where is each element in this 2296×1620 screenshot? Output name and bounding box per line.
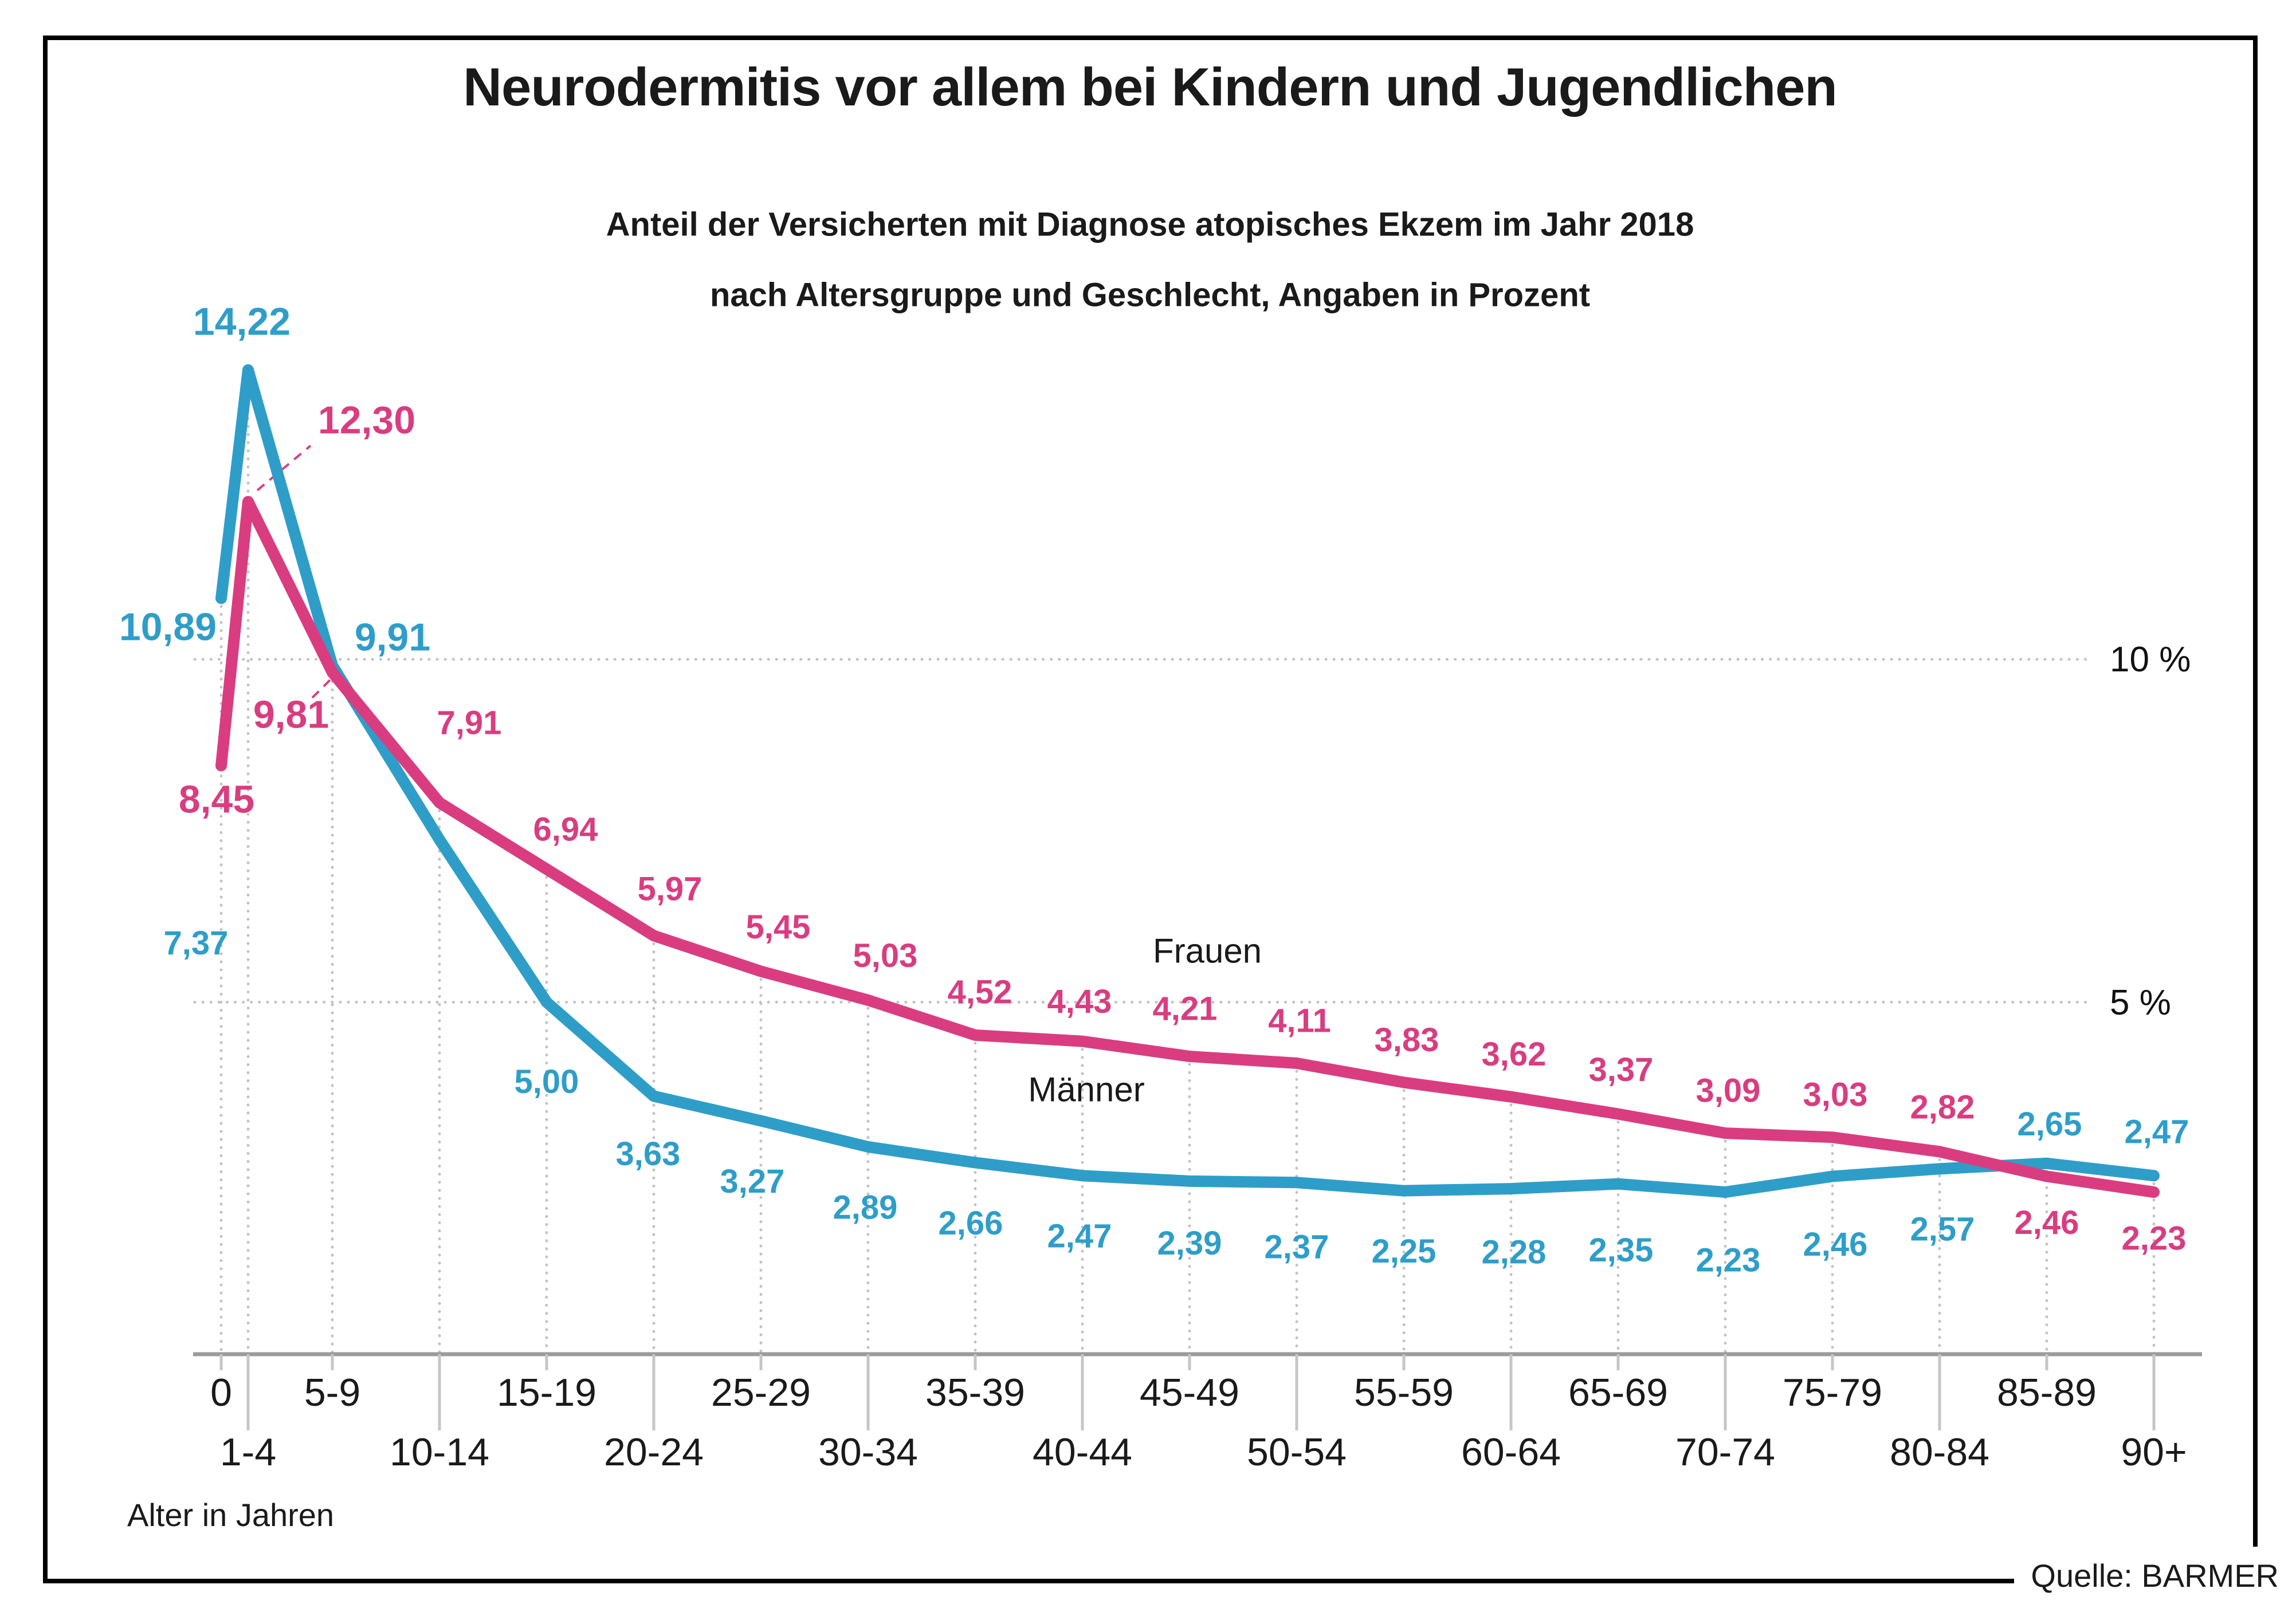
value-label-frauen-10-14: 7,91 <box>437 704 502 741</box>
value-label-maenner-75-79: 2,46 <box>1803 1226 1868 1263</box>
x-category-label-5-9: 5-9 <box>304 1371 360 1414</box>
value-label-maenner-5-9: 9,91 <box>355 616 430 659</box>
leader-line-1 <box>311 679 331 699</box>
x-category-label-45-49: 45-49 <box>1140 1371 1239 1414</box>
series-label-maenner: Männer <box>1028 1070 1145 1109</box>
series-line-maenner <box>215 364 2160 1198</box>
value-label-maenner-20-24: 3,63 <box>616 1135 681 1173</box>
value-label-frauen-15-19: 6,94 <box>533 811 598 848</box>
value-label-maenner-25-29: 3,27 <box>720 1163 785 1200</box>
value-label-maenner-45-49: 2,39 <box>1157 1225 1222 1262</box>
value-label-frauen-1-4: 12,30 <box>318 398 415 442</box>
x-category-label-50-54: 50-54 <box>1247 1430 1347 1474</box>
subtitle-line-2: nach Altersgruppe und Geschlecht, Angabe… <box>709 276 1591 314</box>
value-label-frauen-80-84: 2,82 <box>1910 1089 1975 1126</box>
x-category-label-85-89: 85-89 <box>1997 1371 2097 1414</box>
y-gridline-label-10: 10 % <box>2110 640 2191 679</box>
value-label-frauen-30-34: 5,03 <box>853 937 918 974</box>
value-label-frauen-35-39: 4,52 <box>948 973 1012 1010</box>
value-label-maenner-85-89: 2,65 <box>2018 1106 2082 1143</box>
x-category-label-75-79: 75-79 <box>1783 1371 1882 1414</box>
value-label-frauen-75-79: 3,03 <box>1803 1076 1868 1114</box>
value-label-frauen-90+: 2,23 <box>2122 1220 2187 1257</box>
source-label: Quelle: BARMER <box>2031 1558 2279 1594</box>
page-title: Neurodermitis vor allem bei Kindern und … <box>463 57 1838 117</box>
x-axis-title: Alter in Jahren <box>127 1497 335 1533</box>
x-category-label-10-14: 10-14 <box>390 1430 489 1474</box>
value-label-frauen-45-49: 4,21 <box>1153 990 1218 1027</box>
value-label-maenner-0: 10,89 <box>119 605 217 648</box>
value-label-maenner-1-4: 14,22 <box>193 300 291 344</box>
frame-border <box>43 36 2258 1583</box>
x-category-label-15-19: 15-19 <box>497 1371 596 1414</box>
value-label-maenner-30-34: 2,89 <box>833 1189 898 1226</box>
series-line-frauen <box>215 496 2160 1198</box>
x-category-label-55-59: 55-59 <box>1354 1371 1454 1414</box>
value-label-frauen-20-24: 5,97 <box>638 871 702 908</box>
value-label-maenner-90+: 2,47 <box>2125 1114 2189 1151</box>
value-label-frauen-70-74: 3,09 <box>1696 1072 1761 1109</box>
value-label-maenner-80-84: 2,57 <box>1910 1211 1975 1248</box>
x-category-label-25-29: 25-29 <box>711 1371 811 1414</box>
value-label-frauen-0: 8,45 <box>179 777 254 821</box>
value-label-frauen-65-69: 3,37 <box>1589 1051 1654 1088</box>
x-category-label-0: 0 <box>210 1371 232 1414</box>
x-category-label-35-39: 35-39 <box>925 1371 1025 1414</box>
x-category-label-60-64: 60-64 <box>1461 1430 1561 1474</box>
value-label-maenner-70-74: 2,23 <box>1696 1241 1761 1279</box>
x-category-label-40-44: 40-44 <box>1033 1430 1132 1474</box>
value-label-maenner-55-59: 2,25 <box>1372 1233 1437 1270</box>
x-category-label-1-4: 1-4 <box>220 1430 276 1474</box>
value-label-maenner-50-54: 2,37 <box>1265 1229 1329 1266</box>
y-gridline-label-5: 5 % <box>2110 983 2171 1023</box>
x-category-label-65-69: 65-69 <box>1568 1371 1668 1414</box>
value-label-maenner-10-14: 7,37 <box>164 925 229 962</box>
x-category-label-20-24: 20-24 <box>604 1430 704 1474</box>
value-label-frauen-25-29: 5,45 <box>746 909 811 946</box>
value-label-frauen-55-59: 3,83 <box>1375 1021 1439 1059</box>
series-label-frauen: Frauen <box>1152 931 1262 970</box>
value-label-frauen-40-44: 4,43 <box>1047 983 1112 1020</box>
leader-line-0 <box>256 445 312 491</box>
value-label-frauen-85-89: 2,46 <box>2015 1204 2079 1241</box>
value-label-maenner-35-39: 2,66 <box>939 1205 1003 1242</box>
value-label-frauen-50-54: 4,11 <box>1268 1002 1331 1039</box>
x-category-label-80-84: 80-84 <box>1890 1430 1989 1474</box>
subtitle-line-1: Anteil der Versicherten mit Diagnose ato… <box>606 206 1694 243</box>
x-category-label-30-34: 30-34 <box>818 1430 918 1474</box>
value-label-frauen-5-9: 9,81 <box>253 693 329 737</box>
value-label-maenner-40-44: 2,47 <box>1047 1218 1112 1255</box>
value-label-maenner-65-69: 2,35 <box>1589 1232 1654 1269</box>
x-category-label-90+: 90+ <box>2121 1430 2187 1474</box>
value-label-frauen-60-64: 3,62 <box>1482 1036 1547 1073</box>
value-label-maenner-15-19: 5,00 <box>515 1063 579 1100</box>
x-category-label-70-74: 70-74 <box>1675 1430 1775 1474</box>
value-label-maenner-60-64: 2,28 <box>1482 1233 1547 1271</box>
